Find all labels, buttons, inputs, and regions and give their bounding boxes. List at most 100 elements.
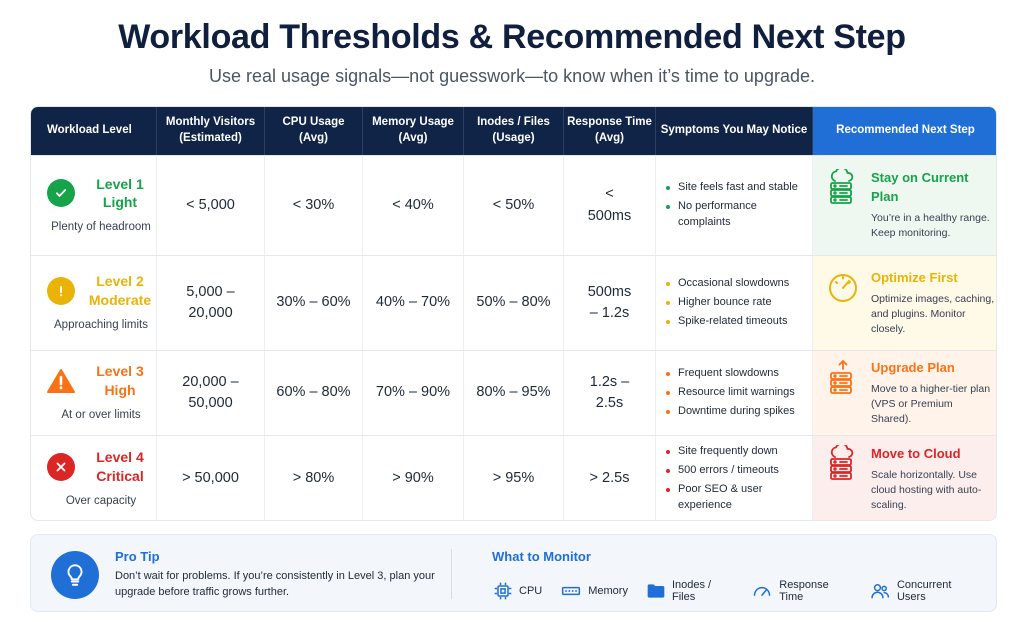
level-name: Level 1 Light (96, 175, 144, 211)
table-row: Level 3 High At or over limits 20,000 – 50… (31, 350, 996, 435)
column-header: Symptoms You May Notice (656, 107, 813, 155)
bullet-icon (666, 282, 670, 287)
symptom-item: Downtime during spikes (666, 404, 795, 420)
symptoms-cell: Frequent slowdowns Resource limit warning… (656, 351, 813, 435)
monitor-label: Memory (588, 585, 628, 597)
inodes-cell: > 95% (464, 436, 564, 520)
recommendation-block: Move to Cloud Scale horizontally. Use clo… (825, 442, 995, 514)
symptom-text: Site frequently down (678, 445, 778, 458)
symptom-item: Poor SEO & user experience (666, 482, 812, 514)
table-row: Level 4 Critical Over capacity > 50,000 > 8… (31, 435, 996, 520)
level-name: Level 4 Critical (96, 449, 144, 484)
memory-cell: > 90% (363, 436, 464, 520)
level-header: Level 3 High (47, 362, 155, 398)
symptom-item: Occasional slowdowns (666, 276, 789, 292)
bullet-icon (666, 469, 670, 474)
level-cell: Level 4 Critical Over capacity (31, 436, 157, 520)
users-icon (869, 581, 897, 601)
warning-icon (47, 367, 75, 395)
speedometer-icon (751, 581, 779, 601)
visitors-cell: 5,000 – 20,000 (157, 256, 265, 350)
recommendation-cell: Stay on Current Plan You’re in a healthy … (813, 156, 996, 255)
level-block: Level 2 Moderate Approaching limits (47, 272, 155, 333)
symptom-text: Frequent slowdowns (678, 367, 779, 380)
recommendation-block: Upgrade Plan Move to a higher-tier plan (… (825, 359, 995, 428)
level-description: At or over limits (61, 408, 141, 421)
recommendation-text: Optimize First Optimize images, caching, … (871, 269, 995, 338)
cpu-cell: 30% – 60% (265, 256, 363, 350)
monitor-label: Concurrent Users (896, 579, 952, 603)
symptom-item: Site frequently down (666, 444, 812, 460)
cpu-cell: < 30% (265, 156, 363, 255)
bullet-icon (666, 319, 670, 324)
monitor-label: Inodes / Files (671, 579, 712, 603)
symptoms-list: Site frequently down 500 errors / timeout… (666, 441, 812, 517)
level-cell: Level 2 Moderate Approaching limits (31, 256, 157, 350)
level-cell: Level 3 High At or over limits (31, 351, 157, 435)
monitor-item: Concurrent Users (869, 579, 978, 603)
response-time-cell: 1.2s – 2.5s (564, 351, 656, 435)
memory-cell: 70% – 90% (363, 351, 464, 435)
recommendation-body: You’re in a healthy range. Keep monitori… (871, 212, 990, 240)
response-time-cell: < 500ms (564, 156, 656, 255)
cpu-icon (493, 581, 519, 601)
level-block: Level 1 Light Plenty of headroom (47, 175, 155, 236)
column-header: Memory Usage (Avg) (363, 107, 464, 155)
recommendation-title: Upgrade Plan (871, 359, 955, 375)
recommendation-body: Optimize images, caching, and plugins. M… (871, 292, 995, 336)
monitor-item: CPU (493, 581, 542, 601)
recommendation-body: Move to a higher-tier plan (VPS or Premi… (871, 382, 991, 426)
column-header: CPU Usage (Avg) (265, 107, 363, 155)
footer-panel: Pro Tip Don’t wait for problems. If you’… (30, 534, 997, 612)
exclamation-icon (47, 276, 75, 305)
monitor-item: Memory (560, 581, 628, 601)
level-name: Level 2 Moderate (88, 273, 152, 308)
pro-tip-text: Don’t wait for problems. If you’re consi… (115, 570, 435, 598)
recommendation-title: Move to Cloud (871, 445, 961, 461)
symptoms-cell: Occasional slowdowns Higher bounce rate Sp… (656, 256, 813, 350)
monitor-title: What to Monitor (492, 549, 591, 564)
monitor-label: Response Time (779, 579, 829, 603)
level-cell: Level 1 Light Plenty of headroom (31, 156, 157, 255)
thresholds-table: Workload Level Monthly Visitors (Estimated… (30, 106, 997, 521)
level-header: Level 2 Moderate (47, 272, 155, 308)
cloud-server-icon (825, 442, 871, 488)
monitor-item: Inodes / Files (646, 579, 733, 603)
recommendation-title: Stay on Current Plan (871, 170, 969, 205)
column-header: Recommended Next Step (813, 107, 996, 155)
pro-tip-title: Pro Tip (115, 549, 160, 564)
bullet-icon (666, 186, 670, 191)
symptoms-list: Frequent slowdowns Resource limit warning… (666, 363, 795, 423)
level-name: Level 3 High (96, 363, 144, 398)
column-header: Response Time (Avg) (564, 107, 656, 155)
symptom-item: Resource limit warnings (666, 385, 795, 401)
symptom-item: Site feels fast and stable (666, 180, 812, 196)
recommendation-text: Upgrade Plan Move to a higher-tier plan (… (871, 359, 995, 428)
column-header: Inodes / Files (Usage) (464, 107, 564, 155)
lightbulb-icon (51, 551, 99, 599)
visitors-cell: > 50,000 (157, 436, 265, 520)
memory-cell: < 40% (363, 156, 464, 255)
response-time-cell: 500ms – 1.2s (564, 256, 656, 350)
column-header: Monthly Visitors (Estimated) (157, 107, 265, 155)
server-upgrade-icon (825, 359, 871, 402)
level-header: Level 4 Critical (47, 448, 155, 484)
symptom-item: Higher bounce rate (666, 295, 789, 311)
page-subtitle: Use real usage signals—not guesswork—to … (209, 66, 815, 86)
level-block: Level 3 High At or over limits (47, 362, 155, 423)
memory-cell: 40% – 70% (363, 256, 464, 350)
recommendation-cell: Optimize First Optimize images, caching, … (813, 256, 996, 350)
cpu-cell: > 80% (265, 436, 363, 520)
level-block: Level 4 Critical Over capacity (47, 448, 155, 509)
response-time-cell: > 2.5s (564, 436, 656, 520)
symptom-item: No performance complaints (666, 199, 812, 231)
inodes-cell: 80% – 95% (464, 351, 564, 435)
symptom-item: Spike-related timeouts (666, 314, 789, 330)
symptom-text: Site feels fast and stable (678, 181, 798, 194)
visitors-cell: 20,000 – 50,000 (157, 351, 265, 435)
symptom-text: Downtime during spikes (678, 404, 795, 417)
table-row: Level 2 Moderate Approaching limits 5,000 … (31, 255, 996, 350)
column-header: Workload Level (31, 107, 157, 155)
recommendation-text: Stay on Current Plan You’re in a healthy … (871, 169, 996, 241)
symptom-text: Resource limit warnings (678, 386, 795, 399)
